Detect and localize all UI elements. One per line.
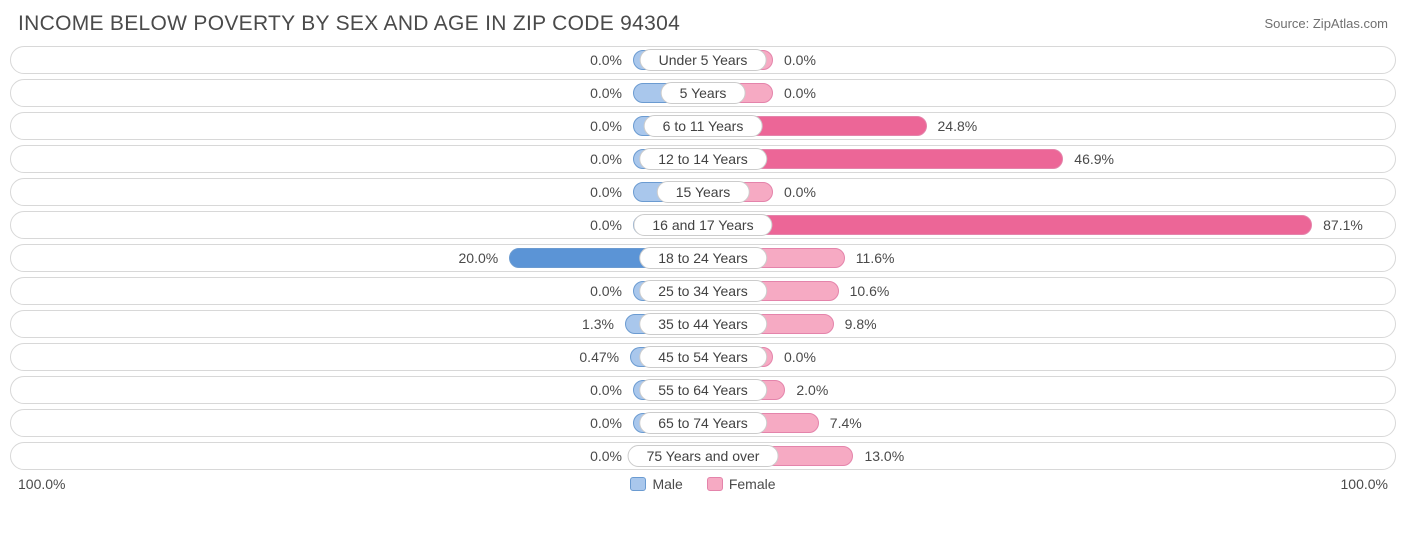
value-female: 13.0% xyxy=(864,448,904,464)
legend-female-label: Female xyxy=(729,476,776,492)
value-male: 20.0% xyxy=(459,250,499,266)
category-label: 45 to 54 Years xyxy=(639,346,767,368)
value-male: 0.0% xyxy=(590,184,622,200)
category-label: 5 Years xyxy=(661,82,746,104)
value-female: 0.0% xyxy=(784,184,816,200)
value-female: 46.9% xyxy=(1074,151,1114,167)
category-label: 55 to 64 Years xyxy=(639,379,767,401)
chart-footer: 100.0% Male Female 100.0% xyxy=(10,476,1396,492)
value-male: 0.0% xyxy=(590,283,622,299)
legend-item-female: Female xyxy=(707,476,776,492)
value-female: 9.8% xyxy=(845,316,877,332)
chart-row: 0.0% 13.0% 75 Years and over xyxy=(10,442,1396,470)
category-label: 25 to 34 Years xyxy=(639,280,767,302)
axis-right-cap: 100.0% xyxy=(1341,476,1388,492)
category-label: 12 to 14 Years xyxy=(639,148,767,170)
category-label: Under 5 Years xyxy=(640,49,767,71)
chart-row: 0.0% 7.4% 65 to 74 Years xyxy=(10,409,1396,437)
value-male: 0.0% xyxy=(590,382,622,398)
category-label: 16 and 17 Years xyxy=(633,214,772,236)
value-male: 0.0% xyxy=(590,448,622,464)
value-female: 2.0% xyxy=(796,382,828,398)
chart-row: 0.0% 0.0% 5 Years xyxy=(10,79,1396,107)
chart-row: 1.3% 9.8% 35 to 44 Years xyxy=(10,310,1396,338)
chart-area: 0.0%0.0%Under 5 Years0.0%0.0%5 Years0.0%… xyxy=(10,46,1396,470)
chart-row: 0.0% 87.1% 16 and 17 Years xyxy=(10,211,1396,239)
value-male: 0.0% xyxy=(590,85,622,101)
value-female: 7.4% xyxy=(830,415,862,431)
category-label: 18 to 24 Years xyxy=(639,247,767,269)
value-female: 0.0% xyxy=(784,349,816,365)
chart-title: INCOME BELOW POVERTY BY SEX AND AGE IN Z… xyxy=(18,12,680,36)
swatch-female-icon xyxy=(707,477,723,491)
value-female: 0.0% xyxy=(784,85,816,101)
legend: Male Female xyxy=(630,476,775,492)
chart-row: 0.0% 0.0% 15 Years xyxy=(10,178,1396,206)
chart-source: Source: ZipAtlas.com xyxy=(1264,12,1388,31)
axis-left-cap: 100.0% xyxy=(18,476,65,492)
value-female: 11.6% xyxy=(856,250,895,266)
category-label: 15 Years xyxy=(657,181,750,203)
value-female: 87.1% xyxy=(1323,217,1363,233)
chart-row: 0.0% 0.0% Under 5 Years xyxy=(10,46,1396,74)
value-male: 0.0% xyxy=(590,217,622,233)
legend-male-label: Male xyxy=(652,476,682,492)
value-female: 24.8% xyxy=(938,118,978,134)
chart-row: 0.47% 0.0% 45 to 54 Years xyxy=(10,343,1396,371)
category-label: 35 to 44 Years xyxy=(639,313,767,335)
chart-row: 0.0% 10.6% 25 to 34 Years xyxy=(10,277,1396,305)
swatch-male-icon xyxy=(630,477,646,491)
value-male: 0.47% xyxy=(579,349,619,365)
chart-row: 20.0% 11.6% 18 to 24 Years xyxy=(10,244,1396,272)
value-male: 0.0% xyxy=(590,151,622,167)
chart-header: INCOME BELOW POVERTY BY SEX AND AGE IN Z… xyxy=(10,12,1396,36)
value-female: 0.0% xyxy=(784,52,816,68)
value-female: 10.6% xyxy=(850,283,890,299)
category-label: 65 to 74 Years xyxy=(639,412,767,434)
value-male: 0.0% xyxy=(590,415,622,431)
value-male: 1.3% xyxy=(582,316,614,332)
category-label: 75 Years and over xyxy=(628,445,779,467)
chart-row: 0.0% 46.9% 12 to 14 Years xyxy=(10,145,1396,173)
value-male: 0.0% xyxy=(590,118,622,134)
chart-row: 0.0% 2.0% 55 to 64 Years xyxy=(10,376,1396,404)
legend-item-male: Male xyxy=(630,476,682,492)
category-label: 6 to 11 Years xyxy=(644,115,763,137)
bar-female xyxy=(703,215,1312,235)
value-male: 0.0% xyxy=(590,52,622,68)
chart-row: 0.0% 24.8% 6 to 11 Years xyxy=(10,112,1396,140)
